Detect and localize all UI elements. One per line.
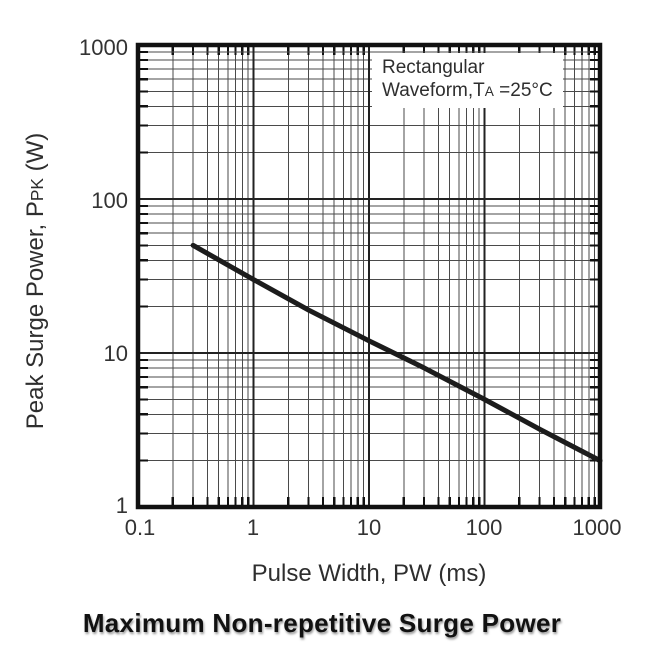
x-axis-title: Pulse Width, PW (ms) — [251, 560, 487, 587]
y-axis-title-text: Peak Surge Power, P — [22, 201, 49, 430]
y-axis-title-subscript: PK — [27, 178, 47, 202]
chart-title: Maximum Non-repetitive Surge Power — [82, 608, 562, 638]
annotation-line-2-value: =25°C — [493, 80, 553, 101]
plot-border — [135, 42, 603, 510]
y-tick-label: 1000 — [79, 35, 128, 60]
annotation-box: Rectangular Waveform,TA =25°C — [372, 53, 563, 108]
x-tick-label: 100 — [465, 515, 503, 540]
x-tick-label: 1 — [246, 515, 260, 540]
y-tick-label: 1 — [115, 493, 128, 518]
annotation-line-2-text: Waveform,T — [382, 80, 485, 101]
y-tick-label: 100 — [91, 188, 128, 213]
x-tick-label: 10 — [356, 515, 382, 540]
x-tick-label: 1000 — [572, 515, 622, 540]
surge-power-curve — [190, 242, 603, 464]
annotation-line-2-subscript: A — [484, 84, 494, 99]
annotation-line-2: Waveform,TA =25°C — [382, 79, 553, 103]
annotation-line-1: Rectangular — [382, 57, 485, 78]
x-tick-label: 0.1 — [124, 515, 156, 540]
y-tick-label: 10 — [103, 341, 128, 366]
y-axis-title: Peak Surge Power, PPK (W) — [22, 133, 50, 430]
y-axis-title-unit: (W) — [22, 132, 49, 179]
